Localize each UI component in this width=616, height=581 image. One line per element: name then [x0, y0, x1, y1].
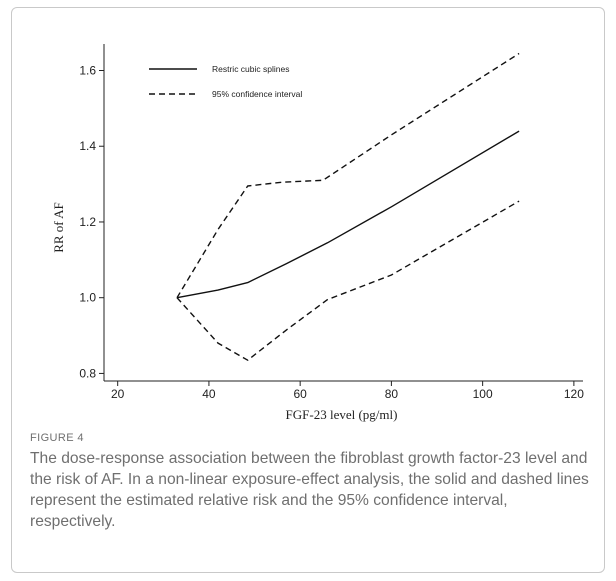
figure-caption: The dose-response association between th… — [30, 450, 589, 530]
axes: 20 40 60 80 100 120 0.8 1.0 1.2 1.4 1.6 FGF-23 leve… — [51, 44, 584, 422]
x-tick-label: 60 — [293, 387, 307, 401]
ci-line-1 — [176, 52, 520, 299]
x-tick-label: 100 — [473, 387, 493, 401]
legend-label: 95% confidence interval — [212, 89, 302, 99]
x-tick-label: 120 — [564, 387, 584, 401]
x-tick-label: 80 — [385, 387, 399, 401]
x-axis-title: FGF-23 level (pg/ml) — [286, 407, 398, 422]
ci-line-2 — [176, 200, 520, 361]
figure-frame — [11, 7, 605, 573]
y-tick-label: 1.0 — [79, 291, 96, 305]
y-axis-title: RR of AF — [51, 202, 66, 253]
chart: 20 40 60 80 100 120 0.8 1.0 1.2 1.4 1.6 FGF-23 leve… — [51, 44, 584, 422]
y-tick-label: 1.4 — [79, 139, 96, 153]
spline-line — [176, 130, 520, 299]
series-lines — [176, 52, 520, 361]
y-tick-label: 0.8 — [79, 366, 96, 380]
y-tick-label: 1.6 — [79, 64, 96, 78]
x-tick-label: 40 — [202, 387, 216, 401]
x-tick-label: 20 — [111, 387, 125, 401]
figure-label: FIGURE 4 — [30, 432, 84, 444]
legend: Restric cubic splines 95% confidence inte… — [149, 64, 302, 99]
legend-label: Restric cubic splines — [212, 64, 289, 74]
y-tick-label: 1.2 — [79, 215, 96, 229]
